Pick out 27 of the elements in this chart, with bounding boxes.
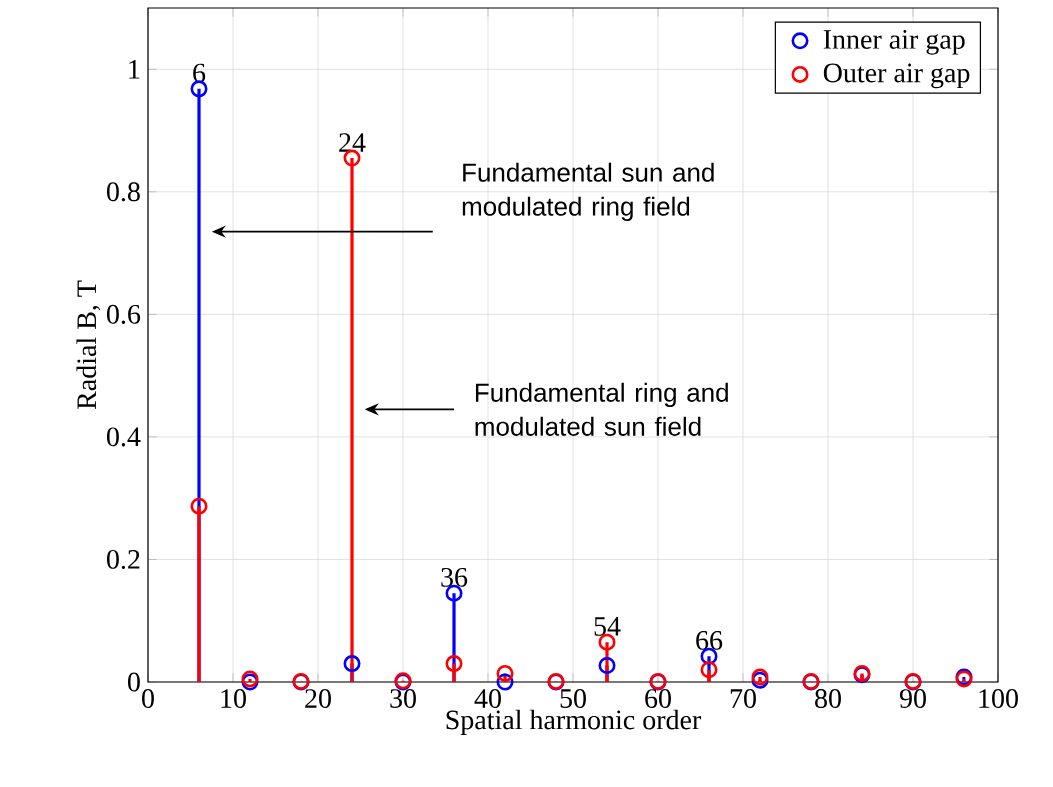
y-tick-label: 0.4: [107, 427, 141, 447]
annotation: Fundamental ring and modulated sun field: [475, 382, 728, 436]
y-tick-label: 0.6: [107, 304, 141, 324]
x-tick-label: 100: [979, 689, 1018, 708]
annotation: Fundamental sun and modulated ring field: [462, 162, 714, 221]
x-tick-label: 20: [305, 689, 331, 708]
y-axis-title: Radial B, T: [76, 280, 101, 410]
y-tick-label: 1: [129, 60, 140, 79]
legend-label: Inner air gap: [823, 30, 965, 55]
annotation: 36: [441, 567, 468, 587]
x-tick-label: 30: [390, 689, 416, 708]
x-tick-label: 50: [560, 689, 586, 708]
y-tick-label: 0.2: [107, 549, 140, 569]
y-tick-label: 0: [128, 672, 140, 692]
annotation: 54: [594, 617, 621, 636]
x-tick-label: 90: [899, 689, 926, 708]
annotation: 24: [339, 133, 366, 152]
x-tick-label: 70: [730, 689, 756, 708]
x-tick-label: 40: [474, 689, 501, 708]
annotation: 66: [696, 631, 723, 650]
y-tick-label: 0.8: [107, 182, 140, 202]
x-tick-label: 10: [221, 689, 246, 708]
legend-label: Outer air gap: [823, 63, 970, 89]
x-axis-title: Spatial harmonic order: [446, 709, 702, 736]
x-tick-label: 80: [815, 689, 841, 708]
x-tick-label: 60: [645, 689, 671, 708]
x-tick-label: 0: [142, 689, 154, 708]
